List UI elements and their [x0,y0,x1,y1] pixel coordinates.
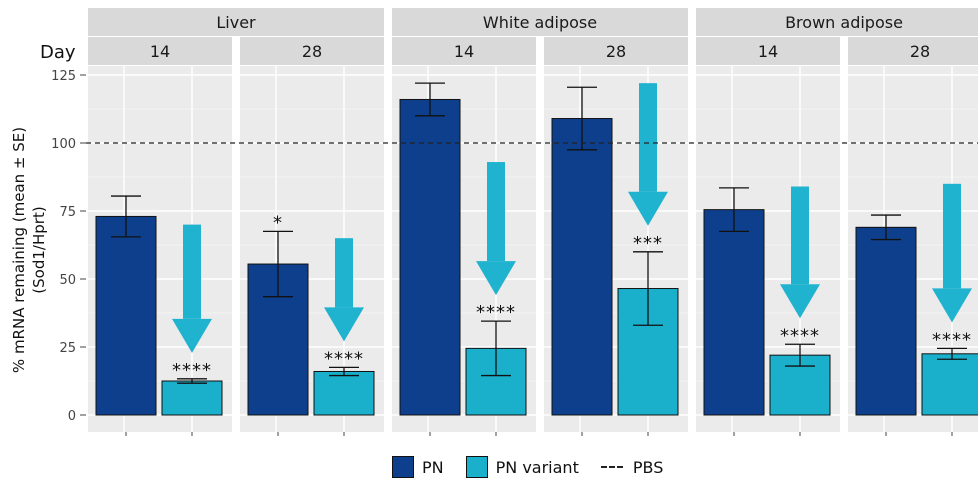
legend-dash-pbs [600,466,623,468]
day-strip [544,37,688,65]
bar-pn-variant [921,353,978,416]
y-tick-label: 125 [51,69,76,84]
tissue-strip [696,8,978,36]
significance-label: * [273,212,283,233]
day-label: 28 [910,42,930,61]
legend-swatch-pn [392,456,414,478]
day-label: 28 [302,42,322,61]
legend: PN PN variant PBS [392,456,685,478]
reduction-arrow-head [628,191,668,226]
bar-pn [95,215,157,416]
y-tick-label: 25 [59,341,76,356]
reduction-arrow-shaft [943,183,961,289]
reduction-arrow-shaft [487,162,505,262]
legend-item-pbs: PBS [600,457,664,477]
legend-item-pn-variant: PN variant [465,456,579,478]
y-tick-label: 0 [68,409,76,424]
day-strip [696,37,840,65]
significance-label: **** [932,329,972,350]
day-strip [88,37,232,65]
day-strip [848,37,978,65]
y-tick-label: 75 [59,205,76,220]
reduction-arrow-shaft [639,83,657,192]
reduction-arrow-shaft [791,186,809,285]
bar-pn [855,226,917,416]
tissue-label: Brown adipose [785,13,903,32]
day-label: 14 [454,42,474,61]
reduction-arrow-head [172,318,212,353]
significance-label: *** [633,233,663,254]
day-strip [392,37,536,65]
day-label: 14 [150,42,170,61]
y-tick-label: 50 [59,273,76,288]
tissue-label: Liver [216,13,256,32]
day-label: 14 [758,42,778,61]
significance-label: **** [172,360,212,381]
significance-label: **** [476,302,516,323]
day-row-label: Day [40,42,76,63]
legend-label-pn-variant: PN variant [495,457,579,477]
legend-label-pbs: PBS [632,457,664,477]
reduction-arrow-head [324,307,364,342]
day-strip [240,37,384,65]
reduction-arrow-head [932,288,972,323]
reduction-arrow-head [476,261,516,296]
tissue-strip [88,8,384,36]
bar-pn [551,118,613,416]
y-axis-subtitle: (Sod1/Hprt) [30,206,48,293]
tissue-strip [392,8,688,36]
y-axis-title: % mRNA remaining (mean ± SE) [10,127,28,373]
legend-label-pn: PN [422,457,444,477]
reduction-arrow-head [780,284,820,319]
reduction-arrow-shaft [183,224,201,319]
day-label: 28 [606,42,626,61]
significance-label: **** [324,348,364,369]
bar-pn [703,209,765,416]
y-tick-label: 100 [51,137,76,152]
legend-swatch-pn-variant [465,456,488,478]
tissue-label: White adipose [483,13,597,32]
significance-label: **** [780,325,820,346]
bar-pn-variant [161,380,223,416]
reduction-arrow-shaft [335,238,353,308]
legend-item-pn: PN [392,456,444,478]
bar-pn-variant [313,370,375,416]
bar-pn [399,98,461,416]
